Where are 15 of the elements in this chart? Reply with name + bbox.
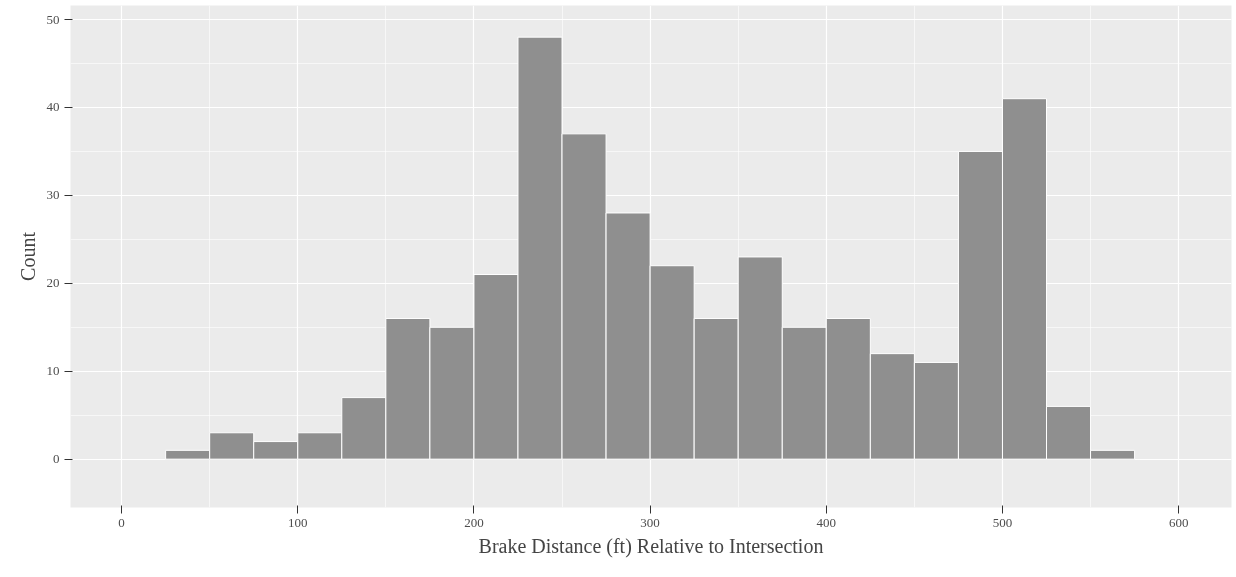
- x-tick-label: 300: [640, 514, 660, 530]
- y-tick-label: 50: [46, 11, 60, 27]
- y-axis-title: Count: [16, 231, 39, 281]
- x-tick-label: 0: [118, 514, 125, 530]
- y-tick-label: 30: [46, 187, 60, 203]
- x-tick-label: 400: [816, 514, 837, 530]
- x-tick-label: 500: [992, 514, 1013, 530]
- y-tick-label: 0: [53, 451, 60, 467]
- x-tick-label: 600: [1168, 514, 1189, 530]
- x-axis-title: Brake Distance (ft) Relative to Intersection: [478, 534, 824, 558]
- x-tick-label: 100: [288, 514, 308, 530]
- x-tick-label: 200: [464, 514, 484, 530]
- y-tick-label: 10: [46, 363, 60, 379]
- y-tick-label: 20: [46, 275, 60, 291]
- y-tick-label: 40: [46, 99, 60, 115]
